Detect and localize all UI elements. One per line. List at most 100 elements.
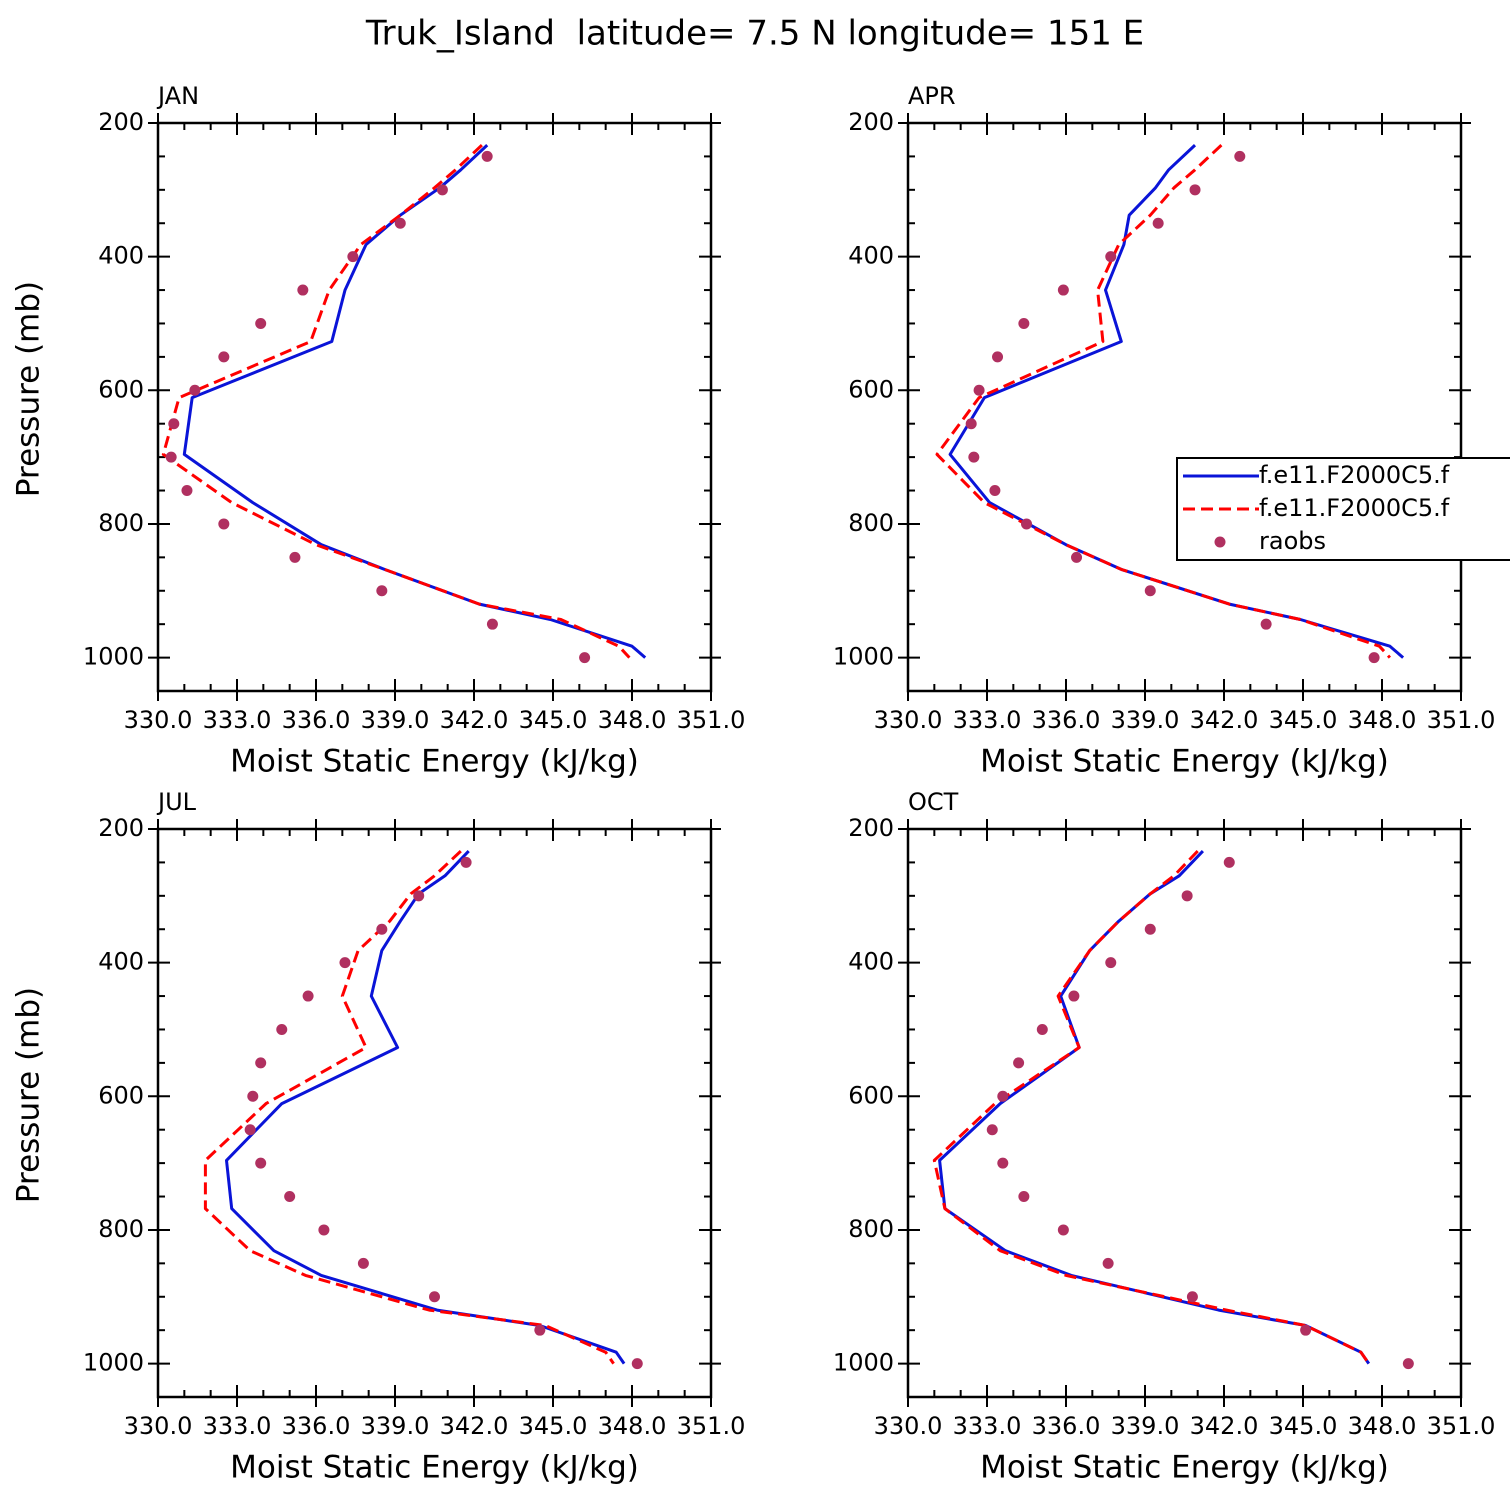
x-tick-label: 330.0 [124,706,193,734]
raob-point [965,418,977,430]
plot-frame [906,121,1463,693]
raob-point [631,1358,643,1370]
plot-frame [906,827,1463,1399]
x-tick-label: 339.0 [1111,1412,1180,1440]
x-axis-title: Moist Static Energy (kJ/kg) [980,744,1389,780]
y-tick-label: 600 [848,1081,894,1109]
profile-line [932,850,1371,1365]
panel: 330.0 333.0 336.0 339.0 342.0 345.0 348.0 351.0… [11,82,746,780]
panel: 330.0 333.0 336.0 339.0 342.0 345.0 348.0 351.0… [833,788,1495,1486]
profile-line [203,850,615,1365]
panel-title: APR [908,82,956,110]
raob-point [394,217,406,229]
plot-frame [156,827,713,1399]
raob-point [255,317,267,329]
x-tick-label: 342.0 [1190,706,1259,734]
x-tick-label: 330.0 [874,706,943,734]
raob-point [997,1090,1009,1102]
raob-point [1071,551,1083,563]
raob-point [1144,923,1156,935]
panel: 330.0 333.0 336.0 339.0 342.0 345.0 348.0 351.0… [833,82,1495,780]
x-tick-label: 333.0 [953,706,1022,734]
x-axis-title: Moist Static Energy (kJ/kg) [230,1450,639,1486]
raob-point [534,1324,546,1336]
raob-point [276,1023,288,1035]
x-tick-label: 336.0 [1032,706,1101,734]
y-tick-label: 600 [848,375,894,403]
y-tick-label: 1000 [83,1349,144,1377]
raob-point [992,351,1004,363]
raob-point [218,518,230,530]
x-tick-label: 345.0 [519,706,588,734]
raob-point [318,1224,330,1236]
raob-point [165,451,177,463]
x-tick-label: 342.0 [440,1412,509,1440]
raob-point [357,1257,369,1269]
plot-frame [156,121,713,693]
x-tick-label: 333.0 [203,706,272,734]
y-axis-title: Pressure (mb) [11,281,47,497]
y-tick-label: 1000 [83,643,144,671]
y-tick-label: 1000 [833,643,894,671]
raob-point [429,1291,440,1303]
raob-point [347,251,359,263]
raob-point [1260,618,1272,630]
x-tick-label: 330.0 [874,1412,943,1440]
raob-point [1013,1057,1025,1069]
raob-point [997,1157,1009,1169]
x-tick-label: 348.0 [1348,1412,1417,1440]
y-tick-label: 1000 [833,1349,894,1377]
raob-point [302,990,314,1002]
raob-point [1018,1191,1030,1203]
raob-point [255,1057,267,1069]
raob-point [973,384,985,396]
raob-point [376,923,388,935]
x-tick-label: 339.0 [361,706,430,734]
x-tick-label: 345.0 [1269,706,1338,734]
x-tick-label: 351.0 [1427,706,1496,734]
raob-point [168,418,180,430]
x-tick-label: 351.0 [1427,1412,1496,1440]
y-tick-label: 400 [98,948,144,976]
raob-point [1105,251,1117,263]
raob-point [1102,1257,1114,1269]
y-tick-label: 200 [98,814,144,842]
panel-title: OCT [908,788,959,816]
raob-point [436,184,448,196]
raob-point [255,1157,267,1169]
x-tick-label: 336.0 [282,706,351,734]
panel: 330.0 333.0 336.0 339.0 342.0 345.0 348.0 351.0… [11,788,746,1486]
y-tick-label: 800 [848,509,894,537]
y-tick-label: 200 [848,814,894,842]
x-tick-label: 333.0 [203,1412,272,1440]
raob-point [481,150,493,162]
x-tick-label: 345.0 [1269,1412,1338,1440]
raob-point [1068,990,1080,1002]
raob-point [1105,957,1117,969]
raob-point [1036,1023,1048,1035]
x-tick-label: 348.0 [598,1412,667,1440]
y-tick-label: 200 [848,108,894,136]
legend-label: f.e11.F2000C5.f [1259,461,1450,489]
raob-point [968,451,980,463]
y-tick-label: 400 [98,242,144,270]
y-tick-label: 400 [848,242,894,270]
raob-point [986,1124,998,1136]
x-tick-label: 351.0 [677,1412,746,1440]
raob-point [1057,284,1069,296]
legend-label: f.e11.F2000C5.f [1259,494,1450,522]
panel-title: JUL [156,788,197,816]
raob-point [1018,317,1030,329]
raob-point [189,384,201,396]
raob-point [1021,518,1032,530]
x-tick-label: 342.0 [440,706,509,734]
x-axis-title: Moist Static Energy (kJ/kg) [230,744,639,780]
x-tick-label: 336.0 [1032,1412,1101,1440]
raob-point [244,1124,256,1136]
y-tick-label: 200 [98,108,144,136]
raob-point [1234,150,1246,162]
legend-marker [1214,536,1226,548]
raob-point [989,485,1001,497]
x-tick-label: 330.0 [124,1412,193,1440]
